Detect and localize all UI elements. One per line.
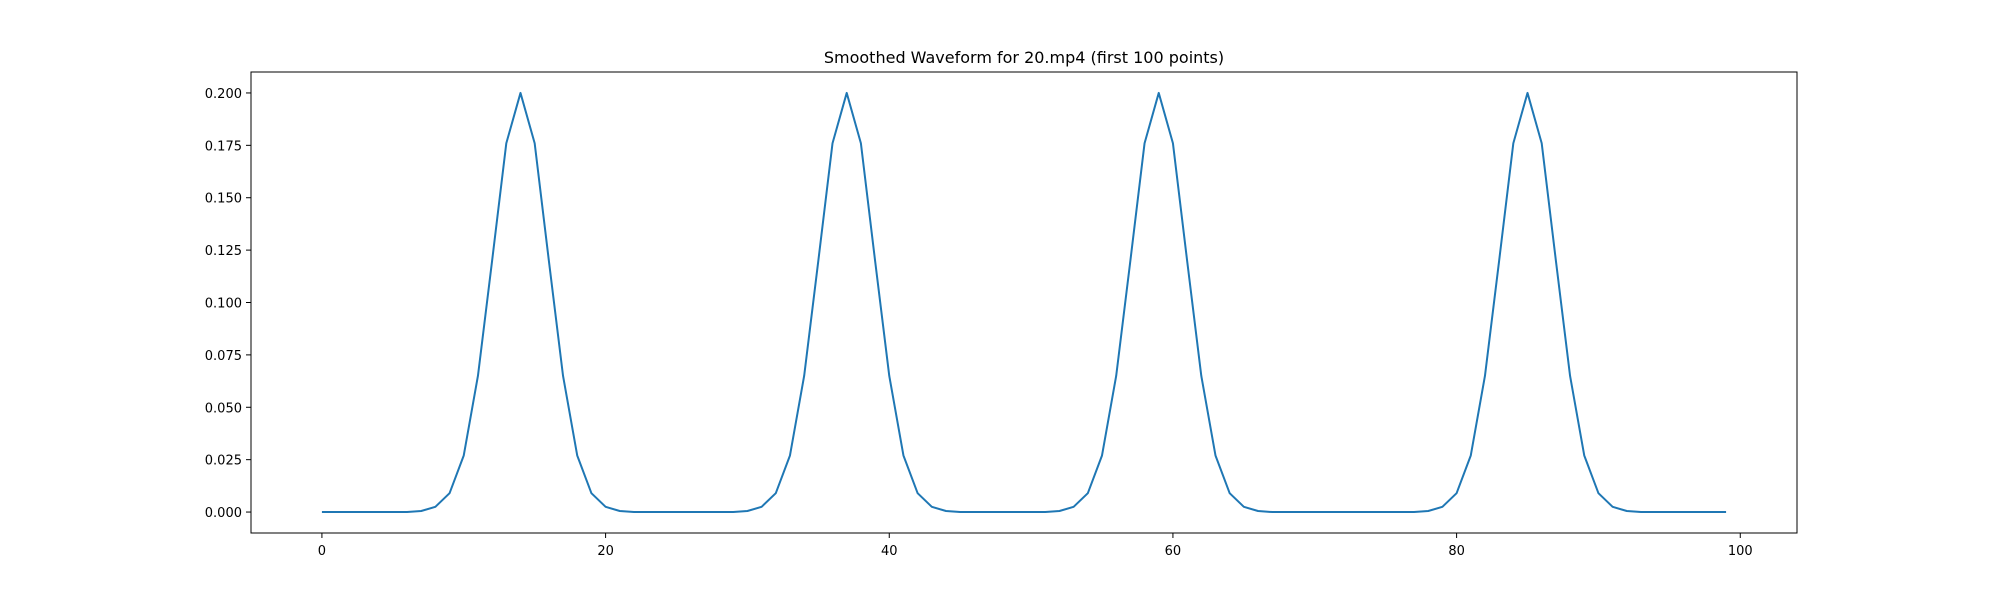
y-axis: 0.000 0.025 0.050 0.075 0.100 0.125 0.150 0.175…	[205, 87, 251, 521]
x-tick-label: 60	[1165, 544, 1182, 559]
y-tick-label: 0.000	[205, 506, 242, 521]
series-line	[321, 91, 1727, 514]
y-tick-label: 0.200	[205, 87, 242, 102]
y-tick-label: 0.075	[205, 349, 242, 364]
y-tick-label: 0.150	[205, 192, 242, 207]
axes-frame	[250, 71, 1798, 534]
x-tick-label: 20	[597, 544, 614, 559]
x-tick-label: 80	[1448, 544, 1465, 559]
x-tick-label: 40	[881, 544, 898, 559]
x-axis: 0 20 40 60 80 100	[318, 533, 1753, 559]
y-tick-label: 0.100	[205, 297, 242, 312]
chart-title: Smoothed Waveform for 20.mp4 (first 100 …	[824, 48, 1224, 67]
y-tick-label: 0.050	[205, 401, 242, 416]
x-tick-label: 0	[318, 544, 326, 559]
y-tick-label: 0.175	[205, 139, 242, 154]
y-tick-label: 0.025	[205, 454, 242, 469]
y-tick-label: 0.125	[205, 244, 242, 259]
plot-area	[321, 91, 1727, 514]
x-tick-label: 100	[1728, 544, 1753, 559]
